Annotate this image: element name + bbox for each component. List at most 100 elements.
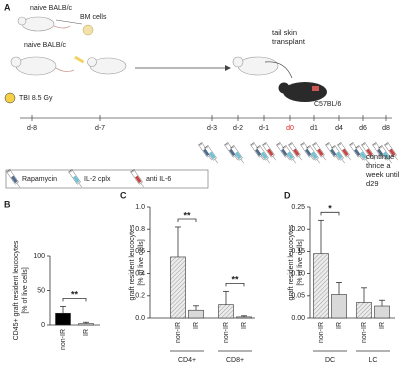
syringe-needle	[394, 155, 398, 161]
graft-mouse	[232, 56, 279, 76]
syringe-needle	[365, 158, 369, 164]
x-tick-label: IR	[379, 322, 386, 329]
syringe-fluid	[261, 151, 268, 160]
group-label: CD8+	[226, 357, 244, 364]
syringe-fluid	[317, 148, 324, 157]
syringe-fluid	[255, 148, 262, 157]
syringe-needle	[272, 155, 276, 161]
syringe-fluid	[293, 148, 300, 157]
syringe-fluid	[354, 148, 361, 157]
syringe-needle	[316, 158, 320, 164]
significance-label: **	[231, 275, 239, 285]
group-label: CD4+	[178, 357, 196, 364]
y-tick-label: 0.8	[135, 226, 145, 233]
syringe-needle	[335, 155, 339, 161]
syringe	[331, 145, 345, 164]
arrow	[264, 61, 293, 79]
syringe-plunger	[288, 142, 293, 146]
syringe-plunger	[198, 142, 203, 146]
syringe-needle	[234, 155, 238, 161]
bar	[313, 253, 329, 319]
x-tick-label: non-IR	[175, 322, 182, 343]
recipient-mouse	[10, 56, 75, 76]
timeline-days: d-8 d-7 d-3 d-2 d-1 d0 d1 d4 d6 d8	[27, 115, 398, 164]
injection-icon	[74, 55, 85, 64]
syringe-needle	[292, 158, 296, 164]
radiation-icon	[4, 92, 16, 104]
syringe-plunger	[306, 145, 311, 149]
y-tick-label: 0.2	[135, 293, 145, 300]
syringe	[378, 145, 392, 164]
y-tick-label: 1.0	[135, 204, 145, 211]
day-label: d1	[310, 125, 318, 132]
y-tick-label: 0.4	[135, 270, 145, 277]
y-tick-label: 0.00	[291, 315, 305, 322]
syringe-needle	[298, 155, 302, 161]
bar	[356, 302, 372, 319]
group-label: LC	[369, 357, 378, 364]
syringe-needle	[240, 158, 244, 164]
legend-label: Rapamycin	[22, 176, 57, 183]
syringe-plunger	[337, 142, 342, 146]
syringe-needle	[347, 155, 351, 161]
syringe	[68, 169, 82, 188]
syringe-needle	[382, 155, 386, 161]
panel-label: C	[120, 190, 127, 200]
significance-bracket	[320, 211, 340, 216]
syringe	[355, 145, 369, 164]
panel-label: B	[4, 199, 11, 209]
significance-label: *	[328, 204, 332, 214]
syringe	[282, 145, 296, 164]
syringe-fluid	[229, 148, 236, 157]
syringe-plunger	[325, 142, 330, 146]
syringe-fluid	[336, 151, 343, 160]
syringe-fluid	[11, 175, 18, 184]
significance-bracket	[62, 297, 87, 302]
x-tick-label: IR	[241, 322, 248, 329]
syringe-needle	[371, 155, 375, 161]
y-tick-label: 0.15	[291, 248, 305, 255]
syringe-plunger	[331, 145, 336, 149]
bar	[236, 316, 252, 319]
bar	[374, 305, 390, 319]
syringe-needle	[214, 158, 218, 164]
legend-label: IL-2 cplx	[84, 176, 111, 183]
y-tick-label: 0.20	[291, 226, 305, 233]
syringe-plunger	[349, 142, 354, 146]
bar	[170, 256, 186, 319]
syringe	[204, 145, 218, 164]
syringe-needle	[310, 155, 314, 161]
day-label: d8	[382, 125, 390, 132]
syringe-fluid	[267, 148, 274, 157]
y-tick-label: 0	[41, 322, 45, 329]
syringe-plunger	[384, 142, 389, 146]
y-axis-label: graft resident leucocytes	[288, 224, 295, 300]
donor-mouse	[17, 16, 71, 32]
syringe-needle	[286, 155, 290, 161]
note: continue thrice a week until d29	[366, 152, 400, 188]
syringe-needle	[359, 155, 363, 161]
syringe-plunger	[300, 142, 305, 146]
panel-label: A	[4, 2, 11, 12]
y-tick-label: 0.05	[291, 293, 305, 300]
y-tick-label: 0.6	[135, 248, 145, 255]
recipient-black-mouse	[278, 82, 327, 102]
donor-label: naive BALB/c	[30, 5, 73, 12]
syringe	[276, 142, 290, 161]
syringe	[256, 145, 270, 164]
syringe-plunger	[276, 142, 281, 146]
y-tick-label: 0.10	[291, 270, 305, 277]
y-tick-label: 100	[33, 253, 45, 260]
legend-box	[5, 169, 209, 189]
x-tick-label: non-IR	[361, 322, 368, 343]
syringe-fluid	[383, 151, 390, 160]
syringe	[300, 142, 314, 161]
legend-label: anti IL-6	[146, 176, 171, 183]
y-tick-label: 0.25	[291, 204, 305, 211]
legend: Rapamycin IL-2 cplx anti IL-6	[6, 169, 171, 188]
syringe-fluid	[305, 148, 312, 157]
syringe-plunger	[224, 142, 229, 146]
syringe-plunger	[204, 145, 209, 149]
syringe	[230, 145, 244, 164]
